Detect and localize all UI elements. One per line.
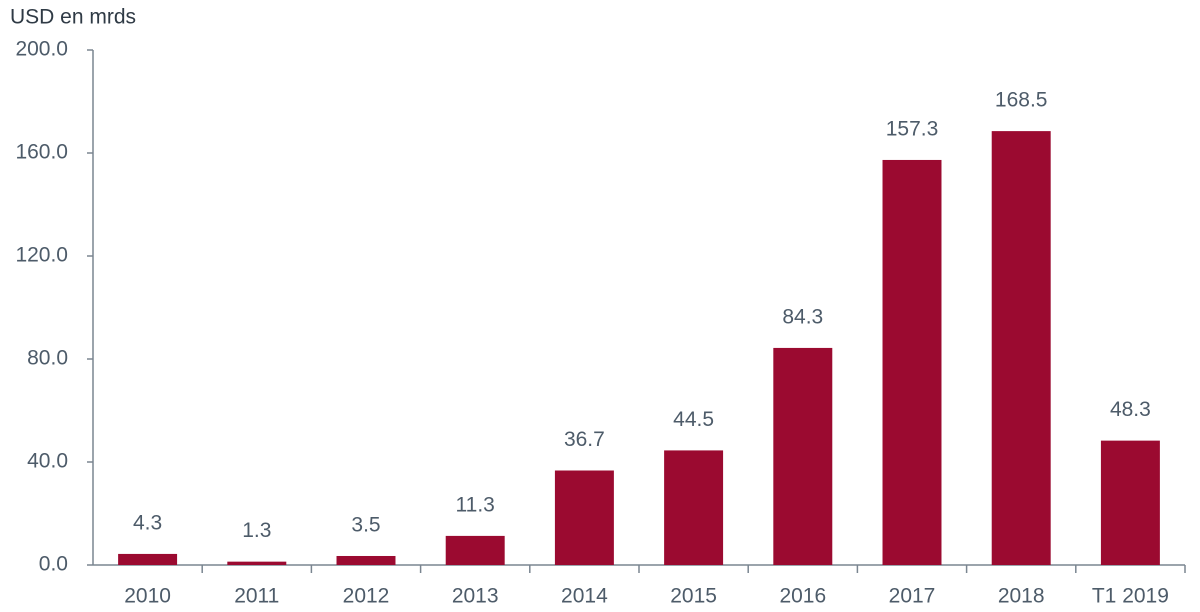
data-label: 84.3 (782, 305, 823, 328)
x-tick-label: 2012 (343, 585, 390, 608)
x-tick-label: 2013 (452, 585, 499, 608)
x-tick-label: 2015 (670, 585, 717, 608)
x-tick-label: 2014 (561, 585, 608, 608)
y-tick-label: 120.0 (15, 244, 68, 267)
data-label: 3.5 (351, 514, 380, 537)
bar (664, 450, 724, 565)
bar (118, 553, 178, 565)
x-tick-label: 2010 (124, 585, 171, 608)
y-tick-label: 40.0 (27, 450, 68, 473)
x-tick-label: 2018 (998, 585, 1045, 608)
data-label: 1.3 (242, 519, 271, 542)
data-label: 4.3 (133, 511, 162, 534)
y-tick-label: 200.0 (15, 38, 68, 61)
bar (773, 347, 833, 565)
data-label: 48.3 (1110, 398, 1151, 421)
bar (336, 555, 396, 565)
bar (554, 470, 614, 565)
bar (882, 159, 942, 565)
bar (991, 131, 1051, 566)
x-tick-label: 2017 (889, 585, 936, 608)
x-tick-label: 2011 (234, 585, 279, 608)
x-tick-label: T1 2019 (1092, 585, 1169, 608)
data-label: 44.5 (673, 408, 714, 431)
data-label: 157.3 (886, 117, 939, 140)
y-axis-label: USD en mrds (10, 6, 136, 29)
bar (445, 535, 505, 565)
bar (1100, 440, 1160, 565)
y-tick-label: 160.0 (15, 141, 68, 164)
y-tick-label: 80.0 (27, 347, 68, 370)
y-tick-label: 0.0 (39, 553, 68, 576)
x-tick-label: 2016 (779, 585, 826, 608)
data-label: 36.7 (564, 428, 605, 451)
data-label: 11.3 (456, 493, 495, 516)
bar (227, 561, 287, 565)
data-label: 168.5 (995, 89, 1048, 112)
